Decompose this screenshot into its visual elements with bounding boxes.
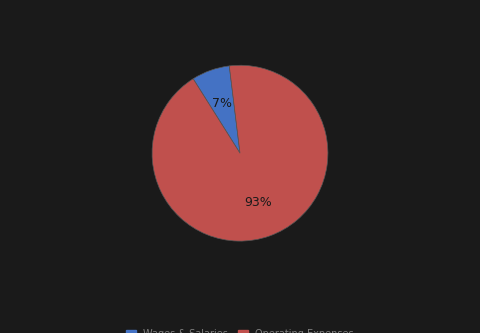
Wedge shape — [152, 65, 328, 241]
Text: 7%: 7% — [212, 97, 232, 110]
Wedge shape — [193, 66, 240, 153]
Text: 93%: 93% — [244, 196, 272, 209]
Legend: Wages & Salaries, Operating Expenses: Wages & Salaries, Operating Expenses — [123, 326, 357, 333]
